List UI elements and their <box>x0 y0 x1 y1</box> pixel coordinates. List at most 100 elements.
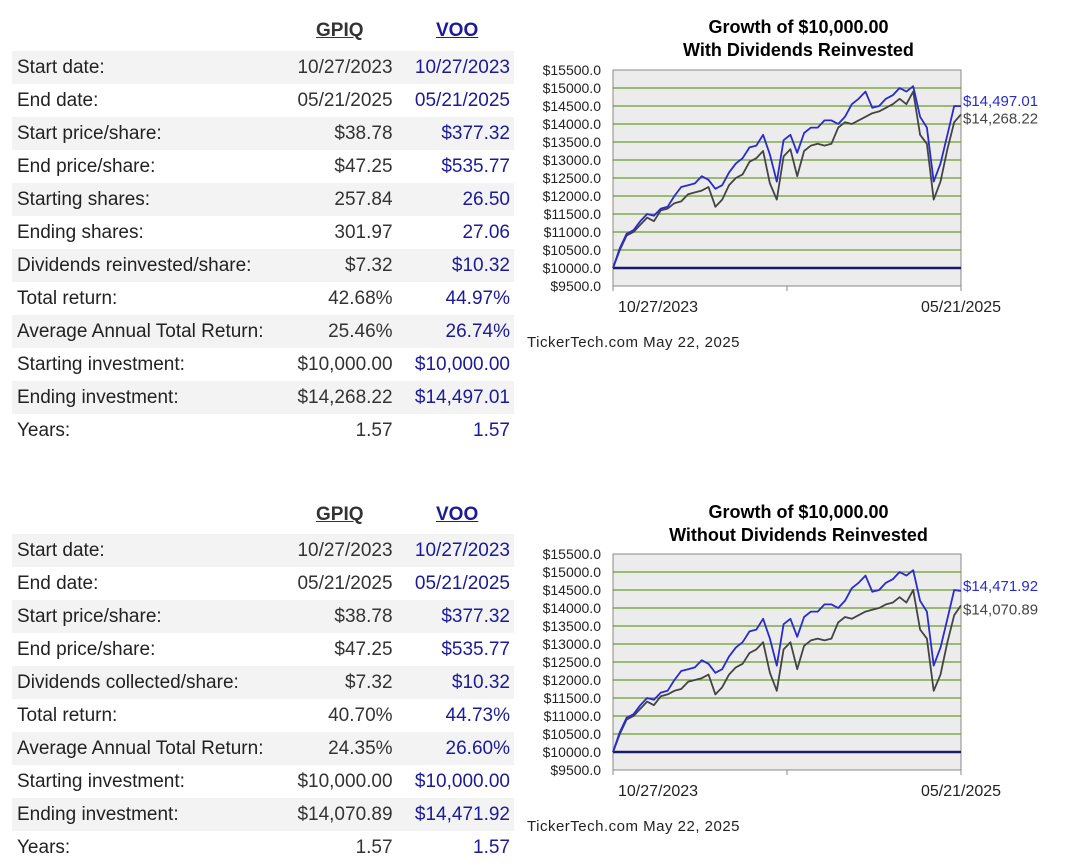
y-tick-label: $13500.0 <box>543 618 602 634</box>
y-tick-label: $9500.0 <box>550 278 601 294</box>
row-label: Start date: <box>12 51 284 84</box>
y-tick-label: $14000.0 <box>543 116 602 132</box>
row-label: Ending investment: <box>12 798 284 831</box>
end-value-label-gpiq: $14,268.22 <box>963 110 1038 127</box>
gpiq-value: 40.70% <box>328 704 393 726</box>
row-label: End date: <box>17 572 99 594</box>
chart-title-line2: With Dividends Reinvested <box>683 40 914 60</box>
table-row: Start date: 10/27/2023 10/27/2023 <box>12 51 514 84</box>
voo-value: $377.32 <box>392 600 514 633</box>
gpiq-value: 24.35% <box>283 732 393 765</box>
gpiq-value: $10,000.00 <box>297 353 393 375</box>
gpiq-value: 10/27/2023 <box>283 534 393 567</box>
y-tick-label: $11000.0 <box>544 224 602 240</box>
voo-value: $10,000.00 <box>414 353 510 375</box>
row-label: End price/share: <box>17 155 156 177</box>
gpiq-value: $47.25 <box>334 638 393 660</box>
y-tick-label: $12500.0 <box>543 170 602 186</box>
voo-value: 10/27/2023 <box>392 534 514 567</box>
row-label: Starting shares: <box>12 183 284 216</box>
row-label: Average Annual Total Return: <box>12 315 284 348</box>
y-tick-label: $14000.0 <box>543 600 602 616</box>
end-value-label-gpiq: $14,070.89 <box>963 601 1038 618</box>
voo-value: 27.06 <box>462 221 510 243</box>
table-row: Ending investment: $14,070.89 $14,471.92 <box>12 798 514 831</box>
gpiq-value: 05/21/2025 <box>297 572 393 594</box>
table-row: Average Annual Total Return: 25.46% 26.74% <box>12 315 514 348</box>
gpiq-value: 301.97 <box>334 221 393 243</box>
y-tick-label: $15000.0 <box>543 564 602 580</box>
voo-value: $10,000.00 <box>414 770 510 792</box>
voo-value: 26.74% <box>392 315 514 348</box>
row-label: End price/share: <box>17 638 156 660</box>
gpiq-value: $14,070.89 <box>283 798 393 831</box>
chart-title-without-dividends: Growth of $10,000.00 Without Dividends R… <box>540 501 1057 547</box>
row-label: Start price/share: <box>12 117 284 150</box>
row-label: Starting investment: <box>17 353 185 375</box>
series-line-voo <box>612 569 962 753</box>
voo-value: 44.97% <box>445 287 510 309</box>
gpiq-value: $47.25 <box>334 155 393 177</box>
voo-header[interactable]: VOO <box>436 504 479 525</box>
y-tick-label: $13000.0 <box>543 636 602 652</box>
voo-value: 05/21/2025 <box>414 89 510 111</box>
y-tick-label: $14500.0 <box>543 98 602 114</box>
table-row: Ending shares: 301.97 27.06 <box>12 216 514 249</box>
row-label: Dividends reinvested/share: <box>12 249 284 282</box>
table-row: Start date: 10/27/2023 10/27/2023 <box>12 534 514 567</box>
row-label: Dividends collected/share: <box>12 666 284 699</box>
y-tick-label: $11500.0 <box>544 690 602 706</box>
gpiq-header[interactable]: GPIQ <box>316 504 364 525</box>
gpiq-value: $38.78 <box>283 600 393 633</box>
table-row: Dividends collected/share: $7.32 $10.32 <box>12 666 514 699</box>
row-label: Average Annual Total Return: <box>12 732 284 765</box>
y-tick-label: $15500.0 <box>543 62 602 78</box>
y-tick-label: $11500.0 <box>544 206 602 222</box>
table-row: Total return: 40.70% 44.73% <box>12 699 514 732</box>
voo-value: $14,497.01 <box>392 381 514 414</box>
gpiq-value: $7.32 <box>283 666 393 699</box>
y-tick-label: $10000.0 <box>543 744 602 760</box>
voo-value: 05/21/2025 <box>414 572 510 594</box>
table-row: End date: 05/21/2025 05/21/2025 <box>12 84 514 117</box>
y-tick-label: $12500.0 <box>543 654 602 670</box>
gpiq-value: 1.57 <box>355 836 393 858</box>
gpiq-value: $14,268.22 <box>283 381 393 414</box>
gpiq-value: $7.32 <box>283 249 393 282</box>
gpiq-value: $38.78 <box>283 117 393 150</box>
chart-credit: TickerTech.com May 22, 2025 <box>527 818 741 835</box>
comparison-table-with-dividends: Start date: 10/27/2023 10/27/2023 End date:… <box>12 51 514 447</box>
voo-value: $535.77 <box>441 155 510 177</box>
row-label: Start price/share: <box>12 600 284 633</box>
row-label: Years: <box>17 836 71 858</box>
voo-value: $10.32 <box>392 249 514 282</box>
voo-value: 1.57 <box>473 419 510 441</box>
voo-value: 26.60% <box>392 732 514 765</box>
table-row: End date: 05/21/2025 05/21/2025 <box>12 567 514 600</box>
row-label: End date: <box>17 89 99 111</box>
row-label: Years: <box>17 419 71 441</box>
y-tick-label: $13500.0 <box>543 134 602 150</box>
table-row: Start price/share: $38.78 $377.32 <box>12 117 514 150</box>
gpiq-value: 10/27/2023 <box>283 51 393 84</box>
row-label: Total return: <box>17 704 118 726</box>
table-row: Average Annual Total Return: 24.35% 26.60% <box>12 732 514 765</box>
voo-header[interactable]: VOO <box>436 20 479 41</box>
y-tick-label: $13000.0 <box>543 152 602 168</box>
gpiq-header[interactable]: GPIQ <box>316 20 364 41</box>
chart-title-with-dividends: Growth of $10,000.00 With Dividends Rein… <box>540 16 1057 62</box>
table-row: Years: 1.57 1.57 <box>12 414 514 447</box>
series-line-voo <box>612 85 962 269</box>
y-tick-label: $10000.0 <box>543 260 602 276</box>
y-tick-label: $15500.0 <box>543 546 602 562</box>
y-tick-label: $14500.0 <box>543 582 602 598</box>
row-label: Ending investment: <box>12 381 284 414</box>
x-tick-label-end: 05/21/2025 <box>921 783 1001 800</box>
y-tick-label: $12000.0 <box>543 672 602 688</box>
voo-value: 44.73% <box>445 704 510 726</box>
x-tick-label-start: 10/27/2023 <box>618 783 698 800</box>
voo-value: 26.50 <box>392 183 514 216</box>
row-label: Starting investment: <box>17 770 185 792</box>
y-tick-label: $9500.0 <box>550 762 601 778</box>
comparison-table-without-dividends: Start date: 10/27/2023 10/27/2023 End date:… <box>12 534 514 864</box>
